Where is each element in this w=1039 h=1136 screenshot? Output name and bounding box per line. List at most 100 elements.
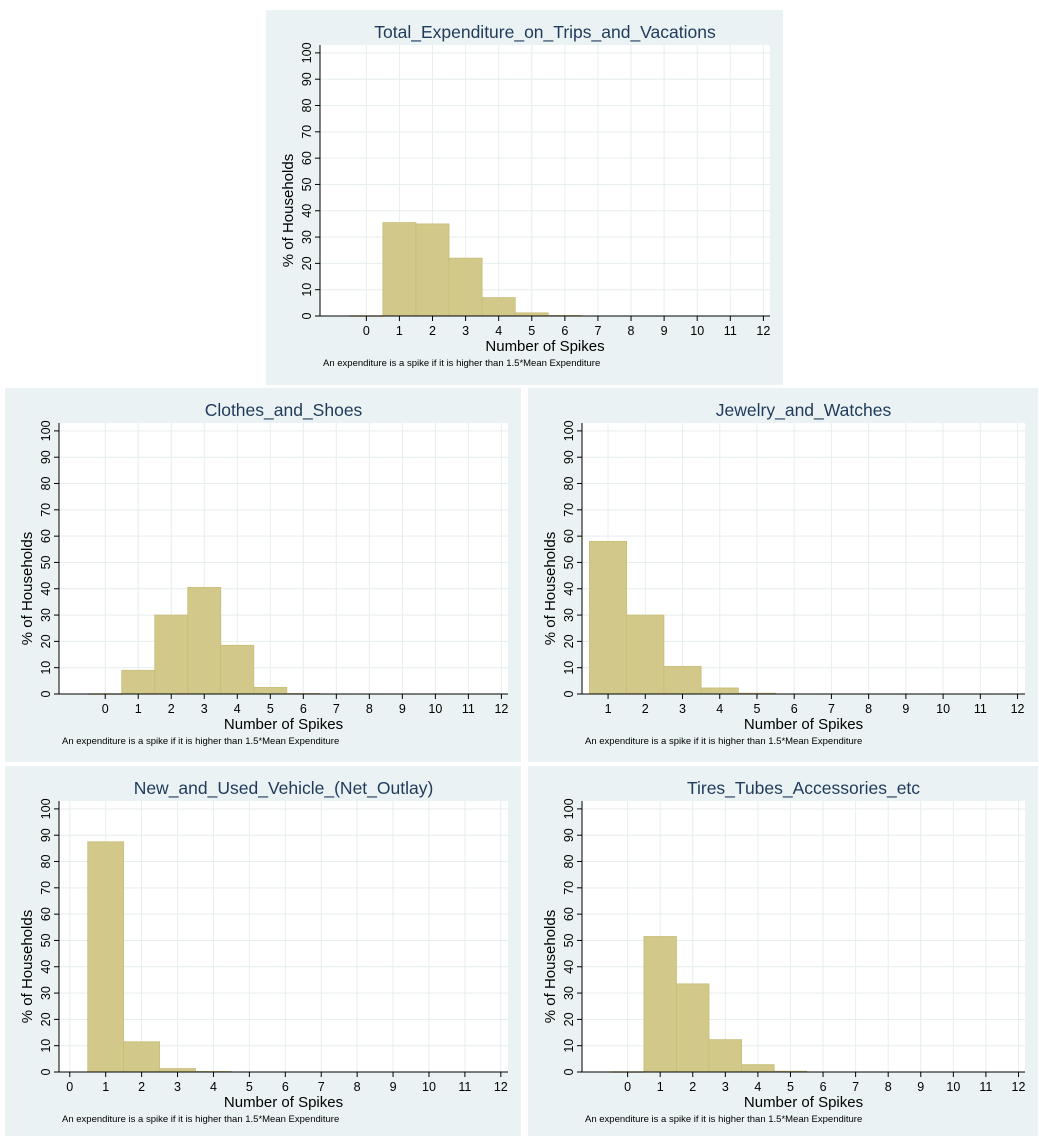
y-tick-label: 90: [39, 450, 53, 464]
x-tick-label: 2: [429, 324, 436, 338]
chart-note: An expenditure is a spike if it is highe…: [62, 736, 339, 747]
y-tick-label: 30: [300, 230, 314, 244]
x-tick-label: 9: [902, 702, 909, 716]
y-tick-label: 80: [300, 99, 314, 113]
y-tick-label: 20: [300, 256, 314, 270]
grid: [59, 423, 508, 694]
x-tick-label: 4: [210, 1080, 217, 1094]
x-axis-label: Number of Spikes: [224, 1094, 343, 1111]
y-tick-label: 50: [300, 177, 314, 191]
y-tick-label: 20: [562, 634, 576, 648]
chart-panel-vehicle-net-outlay: 0 10 20 30 40 50 60 70 80 90 100 0 1 2 3 4 5 6 7 8 9 10 11 12 Ne…: [5, 766, 521, 1136]
x-tick-label: 10: [946, 1080, 960, 1094]
y-tick-label: 40: [300, 204, 314, 218]
y-tick-label: 40: [39, 960, 53, 974]
y-tick-label: 100: [39, 798, 53, 819]
x-tick-label: 3: [174, 1080, 181, 1094]
y-tick-label: 10: [562, 1039, 576, 1053]
x-tick-label: 6: [561, 324, 568, 338]
x-tick-label: 9: [661, 324, 668, 338]
y-tick-label: 90: [562, 450, 576, 464]
y-tick-label: 50: [39, 555, 53, 569]
x-tick-label: 3: [722, 1080, 729, 1094]
x-tick-label: 8: [885, 1080, 892, 1094]
bars: [87, 841, 232, 1073]
y-tick-label: 0: [39, 1068, 53, 1075]
y-tick-label: 90: [300, 72, 314, 86]
x-tick-label: 4: [716, 702, 723, 716]
y-tick-label: 60: [562, 529, 576, 543]
x-tick-label: 7: [594, 324, 601, 338]
chart-note: An expenditure is a spike if it is highe…: [585, 1114, 862, 1125]
x-tick-label: 8: [354, 1080, 361, 1094]
chart-panel-clothes-shoes: 0 10 20 30 40 50 60 70 80 90 100 0 1 2 3 4 5 6 7 8 9 10 11 12 Cl…: [5, 388, 521, 762]
bars: [589, 540, 776, 695]
bars: [88, 587, 321, 695]
x-tick-label: 6: [300, 702, 307, 716]
chart-note: An expenditure is a spike if it is highe…: [62, 1114, 339, 1125]
histogram-bar: [121, 669, 156, 695]
x-tick-label: 6: [282, 1080, 289, 1094]
x-tick-label: 4: [234, 702, 241, 716]
x-tick-label: 3: [201, 702, 208, 716]
histogram-bar: [87, 841, 125, 1073]
x-tick-label: 2: [642, 702, 649, 716]
histogram-bar: [382, 222, 417, 317]
x-tick-label: 6: [791, 702, 798, 716]
y-tick-label: 50: [39, 933, 53, 947]
y-axis-label: % of Households: [19, 910, 36, 1023]
x-tick-label: 7: [333, 702, 340, 716]
x-tick-label: 4: [754, 1080, 761, 1094]
x-tick-label: 8: [628, 324, 635, 338]
y-tick-label: 20: [39, 634, 53, 648]
histogram-bar: [663, 665, 702, 695]
x-tick-label: 12: [1011, 702, 1025, 716]
y-tick-label: 60: [39, 907, 53, 921]
y-tick-label: 10: [300, 283, 314, 297]
y-tick-label: 40: [562, 960, 576, 974]
y-axis-label: % of Households: [542, 532, 559, 645]
chart-title: Total_Expenditure_on_Trips_and_Vacations: [374, 22, 716, 43]
chart-title: Clothes_and_Shoes: [205, 400, 363, 421]
y-tick-label: 100: [562, 420, 576, 441]
x-tick-label: 8: [865, 702, 872, 716]
histogram-bar: [123, 1041, 160, 1073]
y-tick-label: 70: [300, 125, 314, 139]
x-tick-label: 9: [390, 1080, 397, 1094]
y-tick-label: 100: [39, 420, 53, 441]
x-axis-label: Number of Spikes: [485, 338, 604, 355]
x-tick-label: 5: [528, 324, 535, 338]
bars: [610, 936, 808, 1073]
x-tick-label: 11: [462, 702, 475, 716]
y-tick-label: 70: [562, 881, 576, 895]
x-tick-label: 10: [936, 702, 950, 716]
x-tick-label: 5: [267, 702, 274, 716]
x-tick-label: 9: [917, 1080, 924, 1094]
chart-title: Jewelry_and_Watches: [716, 400, 892, 421]
histogram-bar: [643, 936, 677, 1073]
y-tick-label: 70: [39, 503, 53, 517]
y-tick-label: 0: [562, 690, 576, 697]
y-tick-label: 0: [39, 690, 53, 697]
x-tick-label: 10: [690, 324, 704, 338]
x-tick-label: 3: [679, 702, 686, 716]
chart-note: An expenditure is a spike if it is highe…: [323, 358, 600, 369]
x-tick-label: 4: [495, 324, 502, 338]
x-tick-label: 7: [852, 1080, 859, 1094]
x-tick-label: 12: [1012, 1080, 1026, 1094]
y-tick-label: 30: [562, 986, 576, 1000]
x-tick-label: 12: [756, 324, 770, 338]
y-tick-label: 20: [39, 1012, 53, 1026]
y-tick-label: 20: [562, 1012, 576, 1026]
y-tick-label: 10: [562, 661, 576, 675]
x-tick-label: 1: [135, 702, 142, 716]
x-tick-label: 12: [494, 702, 508, 716]
x-tick-label: 1: [657, 1080, 664, 1094]
histogram-bar: [626, 614, 665, 695]
x-axis-label: Number of Spikes: [744, 716, 863, 733]
y-axis-label: % of Households: [280, 154, 297, 267]
x-tick-label: 6: [820, 1080, 827, 1094]
y-tick-label: 10: [39, 1039, 53, 1053]
